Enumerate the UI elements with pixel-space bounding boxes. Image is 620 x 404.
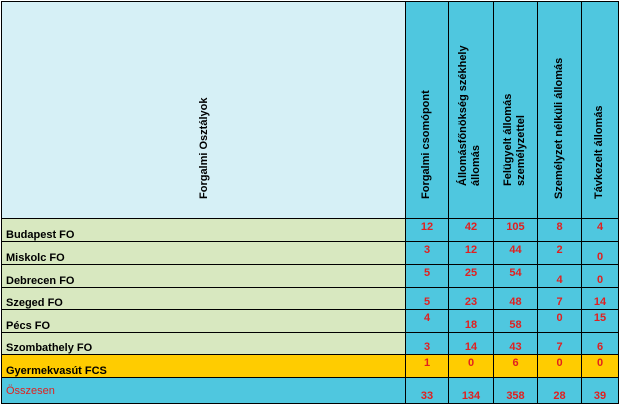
value-cell[interactable]: 0 <box>581 264 619 288</box>
table-row: Debrecen FO 5 25 54 4 0 <box>1 264 619 288</box>
value-cell[interactable]: 48 <box>493 287 538 310</box>
column-header-label: Forgalmi csomópont <box>420 90 432 199</box>
value-cell[interactable]: 58 <box>493 309 538 333</box>
table-row: Szombathely FO 3 14 43 7 6 <box>1 332 619 355</box>
row-name-cell[interactable]: Miskolc FO <box>1 241 406 265</box>
value-cell[interactable]: 42 <box>448 218 494 242</box>
column-header-line: Állomásfőnökség székhely <box>457 45 469 186</box>
row-name-cell[interactable]: Pécs FO <box>1 309 406 333</box>
total-value-cell[interactable]: 28 <box>537 377 582 404</box>
total-value-cell[interactable]: 358 <box>493 377 538 404</box>
column-header-cell[interactable]: Felügyelt állomás személyzettel <box>493 1 538 219</box>
column-header-label: Távkezelt állomás <box>593 105 605 199</box>
row-name-cell[interactable]: Debrecen FO <box>1 264 406 288</box>
value-cell[interactable]: 1 <box>405 354 449 378</box>
value-cell[interactable]: 0 <box>581 241 619 265</box>
value-cell[interactable]: 12 <box>405 218 449 242</box>
value-cell[interactable]: 7 <box>537 287 582 310</box>
column-header-label: Állomásfőnökség székhely állomás <box>457 45 483 186</box>
column-header-cell[interactable]: Állomásfőnökség székhely állomás <box>448 1 494 219</box>
table-row: Budapest FO 12 42 105 8 4 <box>1 218 619 242</box>
table-row: Szeged FO 5 23 48 7 14 <box>1 287 619 310</box>
row-name-cell[interactable]: Gyermekvasút FCS <box>1 354 406 378</box>
table-row: Gyermekvasút FCS 1 0 6 0 0 <box>1 354 619 378</box>
row-name-cell[interactable]: Szeged FO <box>1 287 406 310</box>
value-cell[interactable]: 44 <box>493 241 538 265</box>
value-cell[interactable]: 0 <box>537 309 582 333</box>
value-cell[interactable]: 25 <box>448 264 494 288</box>
total-name-cell[interactable]: Összesen <box>1 377 406 404</box>
value-cell[interactable]: 4 <box>405 309 449 333</box>
column-header-cell[interactable]: Forgalmi csomópont <box>405 1 449 219</box>
row-header-label: Forgalmi Osztályok <box>197 97 210 199</box>
value-cell[interactable]: 14 <box>581 287 619 310</box>
column-header-line: személyzettel <box>514 115 527 186</box>
row-header-cell[interactable]: Forgalmi Osztályok <box>1 1 406 219</box>
value-cell[interactable]: 105 <box>493 218 538 242</box>
table-row: Miskolc FO 3 12 44 2 0 <box>1 241 619 265</box>
table-row: Pécs FO 4 18 58 0 15 <box>1 309 619 333</box>
value-cell[interactable]: 5 <box>405 287 449 310</box>
value-cell[interactable]: 4 <box>581 218 619 242</box>
row-name-cell[interactable]: Budapest FO <box>1 218 406 242</box>
value-cell[interactable]: 5 <box>405 264 449 288</box>
value-cell[interactable]: 14 <box>448 332 494 355</box>
value-cell[interactable]: 6 <box>493 354 538 378</box>
column-header-line: Felügyelt állomás <box>501 93 514 186</box>
value-cell[interactable]: 3 <box>405 332 449 355</box>
value-cell[interactable]: 2 <box>537 241 582 265</box>
value-cell[interactable]: 43 <box>493 332 538 355</box>
total-value-cell[interactable]: 134 <box>448 377 494 404</box>
value-cell[interactable]: 0 <box>448 354 494 378</box>
column-header-cell[interactable]: Személyzet nélküli állomás <box>537 1 582 219</box>
row-name-cell[interactable]: Szombathely FO <box>1 332 406 355</box>
header-row: Forgalmi Osztályok Forgalmi csomópont Ál… <box>1 1 619 219</box>
value-cell[interactable]: 15 <box>581 309 619 333</box>
value-cell[interactable]: 4 <box>537 264 582 288</box>
value-cell[interactable]: 8 <box>537 218 582 242</box>
value-cell[interactable]: 12 <box>448 241 494 265</box>
column-header-label: Felügyelt állomás személyzettel <box>502 94 528 186</box>
total-row: Összesen 33 134 358 28 39 <box>1 377 619 404</box>
value-cell[interactable]: 54 <box>493 264 538 288</box>
column-header-label: Személyzet nélküli állomás <box>552 57 565 199</box>
column-header-line: állomás <box>470 145 482 186</box>
value-cell[interactable]: 6 <box>581 332 619 355</box>
value-cell[interactable]: 7 <box>537 332 582 355</box>
value-cell[interactable]: 23 <box>448 287 494 310</box>
value-cell[interactable]: 0 <box>581 354 619 378</box>
value-cell[interactable]: 3 <box>405 241 449 265</box>
total-value-cell[interactable]: 39 <box>581 377 619 404</box>
column-header-cell[interactable]: Távkezelt állomás <box>581 1 619 219</box>
value-cell[interactable]: 0 <box>537 354 582 378</box>
value-cell[interactable]: 18 <box>448 309 494 333</box>
total-value-cell[interactable]: 33 <box>405 377 449 404</box>
